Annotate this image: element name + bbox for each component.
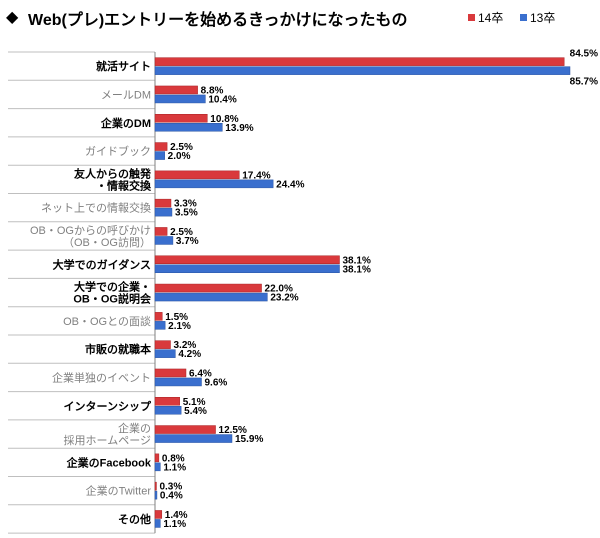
legend-label-14: 14卒 <box>478 11 504 25</box>
data-label-14: 6.4% <box>189 368 212 379</box>
category-label: 大学でのガイダンス <box>53 257 151 271</box>
bar-14 <box>154 368 187 378</box>
legend-swatch-14 <box>468 14 475 21</box>
legend-item-14: 14卒 <box>468 9 503 26</box>
bar-13 <box>154 321 166 330</box>
data-label-14: 1.5% <box>165 312 188 323</box>
data-label-13: 85.7% <box>570 77 598 88</box>
data-label-13: 24.4% <box>276 179 304 190</box>
category-label: 市販の就職本 <box>85 342 151 356</box>
data-label-13: 1.1% <box>163 462 186 473</box>
data-label-14: 3.2% <box>173 340 196 351</box>
category-label: 採用ホームページ <box>64 433 151 447</box>
bar-13 <box>154 490 158 500</box>
bar-14 <box>154 312 163 321</box>
data-label-13: 2.0% <box>168 151 191 162</box>
data-label-14: 0.8% <box>162 453 185 464</box>
bar-13 <box>154 462 161 472</box>
data-label-13: 3.5% <box>175 208 198 219</box>
bar-13 <box>154 66 571 75</box>
bar-14 <box>154 340 171 349</box>
data-label-14: 0.3% <box>159 482 182 493</box>
category-label: ガイドブック <box>85 144 151 158</box>
legend-label-13: 13卒 <box>530 11 556 25</box>
bar-14 <box>154 227 168 236</box>
data-label-13: 2.1% <box>168 321 191 332</box>
data-label-13: 15.9% <box>235 434 263 445</box>
data-label-14: 2.5% <box>170 142 193 153</box>
category-label: ・情報交換 <box>96 178 152 192</box>
bar-14 <box>154 283 262 293</box>
bar-13 <box>154 151 165 160</box>
bar-13 <box>154 264 340 273</box>
bar-13 <box>154 94 206 104</box>
bar-14 <box>154 397 180 406</box>
bar-13 <box>154 377 202 387</box>
category-label: OB・OGからの呼びかけ <box>30 224 151 237</box>
data-label-14: 17.4% <box>242 170 270 181</box>
bar-14 <box>154 453 160 463</box>
bar-13 <box>154 519 161 528</box>
data-label-13: 5.4% <box>184 406 207 417</box>
data-label-14: 84.5% <box>570 49 598 60</box>
bar-14 <box>154 85 198 95</box>
category-label: その他 <box>118 512 151 526</box>
bar-14 <box>154 198 172 208</box>
bar-14 <box>154 142 168 151</box>
bar-13 <box>154 236 174 245</box>
category-label: 友人からの触発 <box>74 166 152 180</box>
data-label-14: 3.3% <box>174 199 197 210</box>
data-label-14: 2.5% <box>170 227 193 238</box>
data-label-13: 4.2% <box>178 349 201 360</box>
category-label: メールDM <box>101 89 151 101</box>
chart-title: Web(プレ)エントリーを始めるきっかけになったもの <box>28 12 408 29</box>
data-label-14: 22.0% <box>265 284 293 295</box>
category-label: OB・OG説明会 <box>73 292 152 306</box>
data-label-13: 9.6% <box>204 377 227 388</box>
diamond-marker-icon: ◆ <box>6 9 19 26</box>
category-label: ネット上での情報交換 <box>41 201 151 215</box>
bar-14 <box>154 255 340 264</box>
data-label-13: 0.4% <box>160 491 183 502</box>
category-label: （OB・OG訪問） <box>63 235 151 249</box>
category-label: 企業のFacebook <box>66 455 152 469</box>
bar-13 <box>154 349 176 358</box>
bar-13 <box>154 179 274 189</box>
data-label-13: 10.4% <box>208 94 236 105</box>
legend-item-13: 13卒 <box>520 9 555 26</box>
data-label-14: 38.1% <box>342 255 370 266</box>
data-label-13: 3.7% <box>176 236 199 247</box>
bar-14 <box>154 57 565 66</box>
category-label: OB・OGとの面談 <box>63 314 151 328</box>
bar-13 <box>154 207 173 217</box>
bar-13 <box>154 123 223 132</box>
data-label-14: 10.8% <box>210 114 238 125</box>
bar-14 <box>154 510 163 519</box>
category-label: 就活サイト <box>96 59 151 73</box>
category-label: 企業の <box>118 421 151 435</box>
category-label: 大学での企業・ <box>74 280 151 294</box>
legend-swatch-13 <box>520 14 527 21</box>
data-label-14: 5.1% <box>183 397 206 408</box>
bar-14 <box>154 481 157 491</box>
bar-13 <box>154 292 268 302</box>
category-label: 企業単独のイベント <box>52 370 151 384</box>
data-label-14: 1.4% <box>165 510 188 521</box>
bar-14 <box>154 425 216 434</box>
data-label-13: 23.2% <box>270 293 298 304</box>
chart-title-bar: ◆ Web(プレ)エントリーを始めるきっかけになったもの <box>6 4 594 30</box>
bar-14 <box>154 114 208 123</box>
category-label: インターンシップ <box>64 399 152 413</box>
data-label-13: 1.1% <box>163 519 186 530</box>
data-label-13: 38.1% <box>342 264 370 275</box>
data-label-14: 12.5% <box>219 425 247 436</box>
bar-13 <box>154 434 233 443</box>
data-label-13: 13.9% <box>225 123 253 134</box>
bar-14 <box>154 170 240 180</box>
data-label-14: 8.8% <box>201 85 224 96</box>
category-label: 企業のTwitter <box>86 484 152 498</box>
category-label: 企業のDM <box>100 116 151 130</box>
bar-13 <box>154 406 182 415</box>
